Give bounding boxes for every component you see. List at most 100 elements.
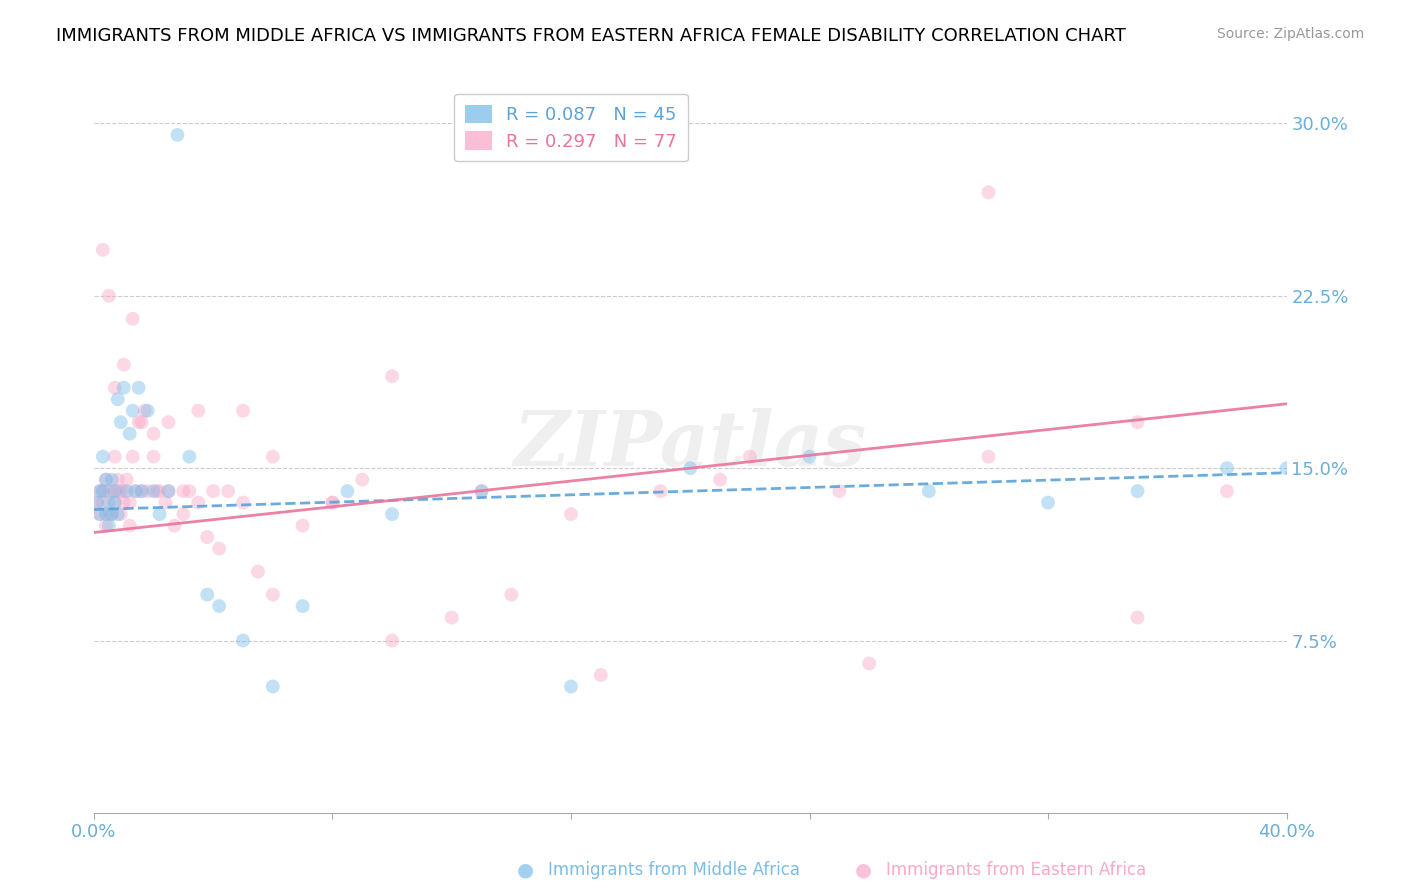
Text: Source: ZipAtlas.com: Source: ZipAtlas.com: [1216, 27, 1364, 41]
Point: [124, 484, 146, 499]
Point: [148, 484, 170, 499]
Point: [118, 426, 141, 441]
Point: [738, 450, 761, 464]
Point: [104, 495, 127, 509]
Point: [131, 415, 153, 429]
Point: [110, 484, 132, 499]
Point: [118, 518, 141, 533]
Point: [124, 484, 146, 499]
Point: [163, 518, 186, 533]
Point: [172, 484, 194, 499]
Point: [94, 518, 117, 533]
Point: [232, 495, 254, 509]
Text: ●: ●: [855, 860, 872, 880]
Point: [157, 484, 180, 499]
Point: [155, 495, 177, 509]
Text: Immigrants from Middle Africa: Immigrants from Middle Africa: [548, 861, 800, 879]
Point: [104, 450, 127, 464]
Point: [262, 450, 284, 464]
Point: [381, 633, 404, 648]
Point: [679, 461, 702, 475]
Point: [115, 473, 138, 487]
Point: [136, 484, 159, 499]
Point: [89, 484, 111, 499]
Point: [142, 450, 165, 464]
Point: [112, 484, 135, 499]
Text: Immigrants from Eastern Africa: Immigrants from Eastern Africa: [886, 861, 1146, 879]
Point: [187, 403, 209, 417]
Point: [195, 530, 218, 544]
Point: [709, 473, 731, 487]
Point: [501, 588, 523, 602]
Point: [94, 473, 117, 487]
Point: [101, 484, 124, 499]
Point: [121, 450, 143, 464]
Point: [179, 450, 201, 464]
Text: IMMIGRANTS FROM MIDDLE AFRICA VS IMMIGRANTS FROM EASTERN AFRICA FEMALE DISABILIT: IMMIGRANTS FROM MIDDLE AFRICA VS IMMIGRA…: [56, 27, 1126, 45]
Point: [142, 426, 165, 441]
Point: [157, 415, 180, 429]
Point: [440, 610, 463, 624]
Point: [104, 484, 127, 499]
Point: [1126, 415, 1149, 429]
Point: [110, 507, 132, 521]
Point: [179, 484, 201, 499]
Point: [104, 495, 127, 509]
Point: [1126, 484, 1149, 499]
Point: [918, 484, 941, 499]
Point: [91, 450, 114, 464]
Point: [352, 473, 374, 487]
Point: [142, 484, 165, 499]
Point: [107, 484, 129, 499]
Point: [89, 507, 111, 521]
Point: [202, 484, 225, 499]
Point: [828, 484, 851, 499]
Point: [121, 311, 143, 326]
Point: [112, 381, 135, 395]
Point: [101, 507, 124, 521]
Point: [650, 484, 672, 499]
Point: [128, 381, 150, 395]
Point: [291, 518, 314, 533]
Point: [86, 495, 108, 509]
Point: [858, 657, 880, 671]
Point: [107, 507, 129, 521]
Point: [166, 128, 188, 142]
Point: [115, 484, 138, 499]
Point: [1216, 484, 1239, 499]
Point: [97, 289, 120, 303]
Point: [104, 381, 127, 395]
Point: [107, 392, 129, 407]
Point: [1275, 461, 1298, 475]
Text: ZIPatlas: ZIPatlas: [513, 409, 868, 483]
Point: [97, 507, 120, 521]
Point: [101, 507, 124, 521]
Point: [134, 403, 156, 417]
Point: [94, 473, 117, 487]
Point: [94, 507, 117, 521]
Point: [1126, 610, 1149, 624]
Point: [589, 668, 612, 682]
Point: [97, 495, 120, 509]
Point: [246, 565, 269, 579]
Point: [131, 484, 153, 499]
Point: [136, 403, 159, 417]
Point: [262, 680, 284, 694]
Point: [110, 415, 132, 429]
Point: [157, 484, 180, 499]
Point: [470, 484, 492, 499]
Point: [89, 484, 111, 499]
Point: [381, 369, 404, 384]
Point: [195, 588, 218, 602]
Point: [86, 495, 108, 509]
Point: [101, 473, 124, 487]
Text: ●: ●: [517, 860, 534, 880]
Point: [121, 403, 143, 417]
Point: [977, 450, 1000, 464]
Point: [799, 450, 821, 464]
Point: [172, 507, 194, 521]
Point: [381, 507, 404, 521]
Point: [91, 243, 114, 257]
Point: [208, 541, 231, 556]
Point: [112, 358, 135, 372]
